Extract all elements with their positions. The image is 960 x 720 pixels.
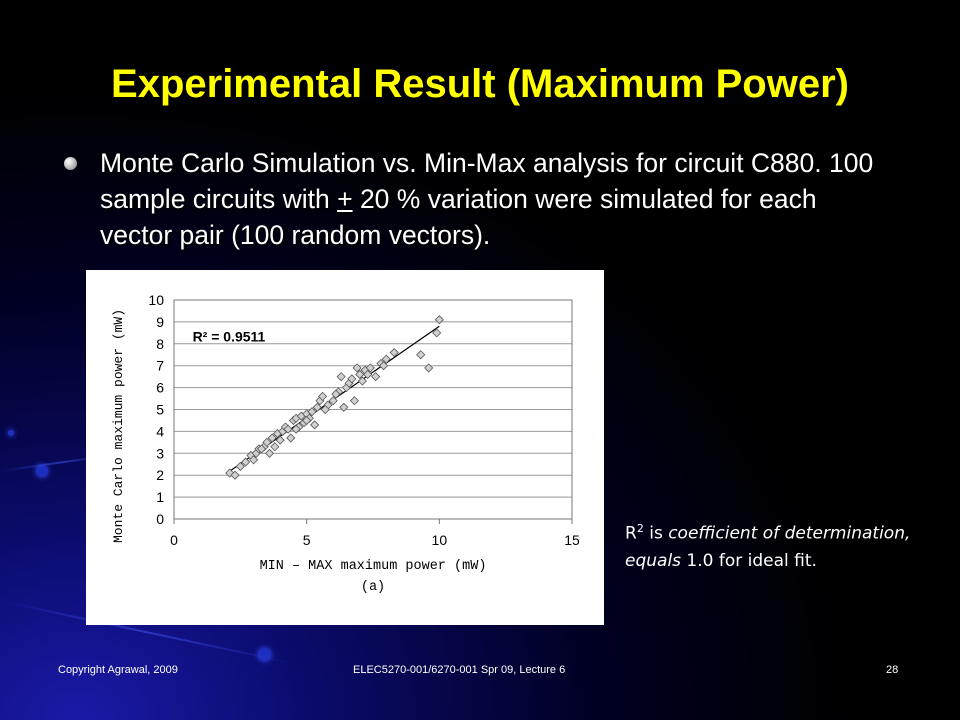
data-point [264, 448, 275, 458]
y-tick-label: 9 [156, 314, 164, 330]
data-point [318, 391, 328, 401]
note-r: R [625, 523, 637, 544]
data-point [267, 433, 277, 443]
data-point [310, 420, 320, 430]
decorative-dot [8, 430, 14, 436]
data-point [357, 376, 367, 386]
y-axis-label: Monte Carlo maximum power (mW) [111, 309, 126, 543]
data-point [241, 457, 251, 467]
x-tick-label: 10 [432, 532, 448, 548]
data-point [379, 361, 389, 371]
plot-area [173, 299, 573, 520]
data-point [331, 389, 341, 399]
data-point [270, 442, 280, 452]
data-point [283, 424, 293, 434]
slide-title: Experimental Result (Maximum Power) [111, 62, 849, 106]
y-tick-label: 3 [156, 445, 164, 461]
y-tick-label: 0 [156, 511, 164, 527]
data-point [365, 363, 375, 373]
y-tick-label: 8 [156, 336, 164, 352]
data-point [328, 396, 338, 406]
data-point [355, 369, 365, 380]
y-tick-label: 10 [148, 292, 164, 308]
x-axis-label: MIN – MAX maximum power (mW) [260, 559, 487, 574]
data-point [347, 374, 357, 384]
footer-course: ELEC5270-001/6270-001 Spr 09, Lecture 6 [353, 664, 566, 676]
data-point [302, 415, 312, 426]
y-tick-label: 6 [156, 380, 164, 396]
data-point [286, 433, 296, 443]
data-point [432, 328, 442, 338]
data-point [256, 444, 267, 454]
bullet-text: Monte Carlo Simulation vs. Min-Max analy… [100, 145, 894, 253]
data-point [320, 404, 330, 415]
data-point [381, 354, 391, 364]
data-point [434, 315, 444, 325]
data-point [339, 402, 349, 412]
data-point [336, 372, 346, 382]
r-squared-note: R2 is coefficient of determination, equa… [625, 515, 945, 575]
note-text1: is [643, 523, 669, 544]
data-point [349, 396, 359, 406]
bullet-text-part1: Monte Carlo Simulation vs. Min-Max analy… [100, 148, 874, 214]
data-point [262, 437, 272, 447]
data-point [249, 455, 259, 465]
data-point [235, 461, 245, 472]
y-tick-label: 7 [156, 358, 164, 374]
decorative-dot [36, 465, 48, 477]
x-tick-label: 5 [303, 532, 311, 548]
note-italic: coefficient of determination, equals [625, 523, 911, 571]
y-tick-label: 1 [156, 489, 164, 505]
y-tick-label: 2 [156, 467, 164, 483]
y-tick-label: 4 [156, 423, 164, 439]
x-tick-label: 15 [564, 532, 580, 548]
bullet-item: Monte Carlo Simulation vs. Min-Max analy… [64, 145, 894, 253]
note-sup: 2 [636, 522, 644, 535]
data-point [389, 347, 399, 358]
chart-caption: (a) [361, 580, 385, 595]
data-point [416, 350, 426, 360]
data-point [371, 372, 381, 382]
data-point [230, 470, 240, 480]
scatter-chart: 0 1 2 3 4 5 6 7 8 9 10 0 5 10 15 R² = 0.9511 MIN – MAX m… [86, 270, 604, 625]
bullet-icon [64, 157, 77, 170]
footer-copyright: Copyright Agrawal, 2009 [58, 664, 178, 676]
y-tick-label: 5 [156, 402, 164, 418]
chart-svg: 0 1 2 3 4 5 6 7 8 9 10 0 5 10 15 R² = 0.9511 MIN – MAX m… [111, 292, 580, 595]
footer-page-number: 28 [886, 664, 899, 676]
note-text2: 1.0 for ideal fit. [681, 550, 817, 571]
data-point [291, 424, 301, 434]
data-point [424, 363, 434, 373]
bullet-plus-minus: + [337, 184, 353, 214]
x-tick-label: 0 [170, 532, 178, 548]
data-point [307, 407, 317, 417]
data-point [312, 402, 322, 412]
data-point [352, 363, 362, 373]
data-point [275, 435, 285, 445]
bullet-text-part2: 20 % variation were simulated for each v… [100, 184, 817, 250]
data-point [363, 369, 373, 380]
r-squared-annotation: R² = 0.9511 [193, 329, 266, 345]
